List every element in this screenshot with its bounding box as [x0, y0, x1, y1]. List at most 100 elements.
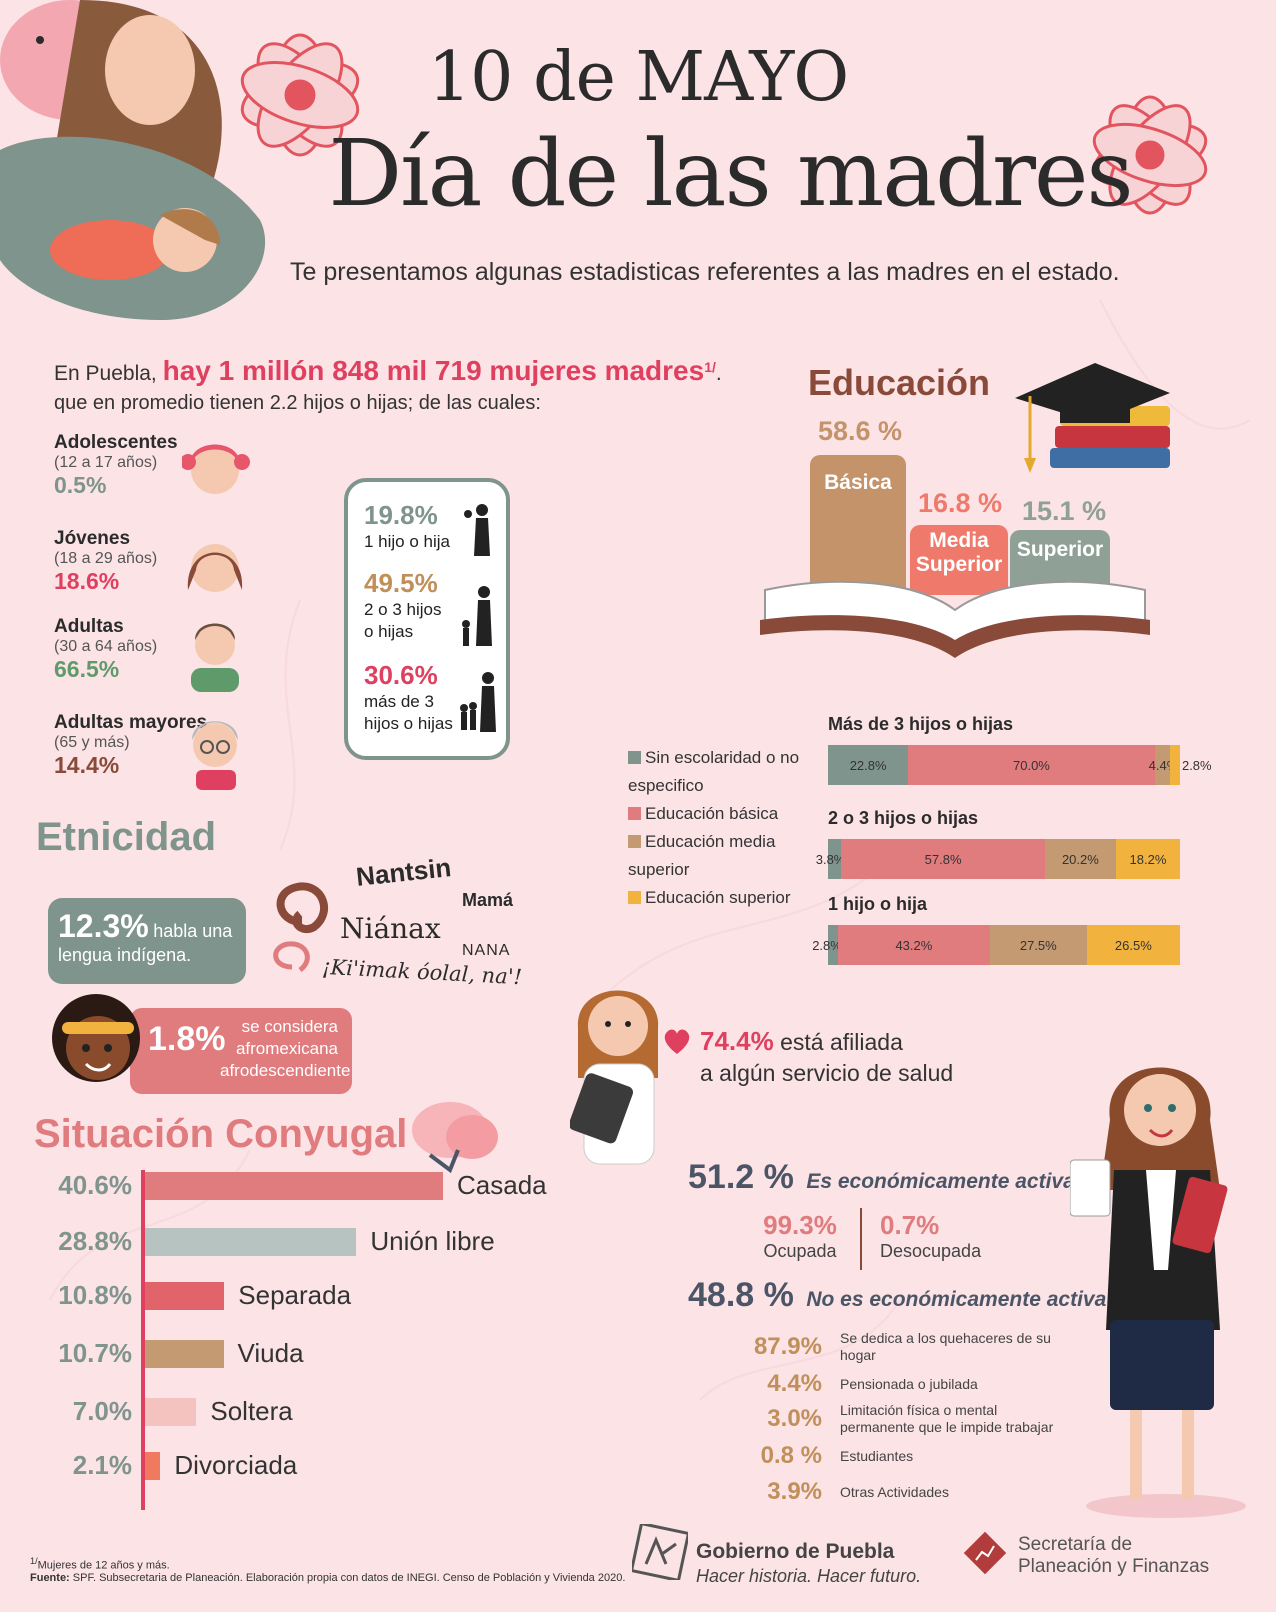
inactive-item-text: Pensionada o jubilada — [840, 1375, 978, 1392]
segment-label: 22.8% — [849, 757, 887, 773]
age-avatars — [182, 444, 250, 790]
family-silhouettes-icon — [460, 504, 496, 732]
marital-pct: 10.8% — [58, 1280, 132, 1310]
word-nianax: Niánax — [340, 912, 441, 945]
health-text2: a algún servicio de salud — [700, 1060, 954, 1086]
edu-breakdown-row: 1 hijo o hija 2.8% 43.2% 27.5% 26.5% — [812, 894, 1180, 965]
indigenous-card: 12.3% habla una lengua indígena. — [48, 898, 246, 984]
marital-label: Soltera — [210, 1396, 293, 1426]
edu-breakdown-title: 2 o 3 hijos o hijas — [828, 808, 979, 828]
economy-active: 51.2 % Es económicamente activa — [688, 1158, 1075, 1197]
stacked-bar-segment: 57.8% — [841, 839, 1045, 879]
afro-woman-avatar-icon — [52, 994, 140, 1082]
segment-label: 70.0% — [1013, 757, 1050, 773]
source-text: SPF. Subsecretaria de Planeación. Elabor… — [72, 1572, 626, 1584]
age-label: Adultas — [54, 616, 124, 637]
marital-bar — [145, 1398, 197, 1426]
age-pct: 18.6% — [54, 568, 120, 594]
gobierno-puebla-logo-icon — [632, 1524, 688, 1580]
marital-bar — [145, 1172, 443, 1200]
age-group-adolescentes: Adolescentes (12 a 17 años) 0.5% — [54, 432, 254, 499]
marital-bar — [145, 1228, 357, 1256]
unemployed-text: Desocupada — [880, 1241, 982, 1261]
heart-icon — [664, 1029, 690, 1054]
girl-avatar-icon — [191, 446, 239, 494]
stacked-bar-segment: 22.8% — [828, 745, 909, 785]
children-item-3: 30.6% más de 3 hijos o hijas — [364, 660, 464, 735]
education-legend: Sin escolaridad o no especifico Educació… — [628, 744, 808, 912]
inactive-item: 3.0% Limitación física o mental permanent… — [752, 1402, 1060, 1436]
gov-slogan: Hacer historia. Hacer futuro. — [696, 1566, 922, 1586]
secretaria-name: Secretaría de Planeación y Finanzas — [1018, 1534, 1209, 1578]
marital-pct: 7.0% — [72, 1396, 132, 1426]
segment-label: 27.5% — [1019, 937, 1057, 953]
legend-item: Educación media superior — [628, 828, 808, 884]
inactive-item-pct: 0.8 % — [760, 1442, 822, 1469]
gov-name: Gobierno de Puebla — [696, 1540, 895, 1563]
education-title: Educación — [808, 362, 991, 403]
edu-pct-media: 16.8 % — [918, 488, 1003, 518]
flower-decoration — [1092, 95, 1208, 215]
employed-text: Ocupada — [763, 1241, 837, 1261]
marital-chart: 40.6% Casada 28.8% Unión libre 10.8% Separada… — [0, 1170, 600, 1510]
stacked-bar: 22.8% 70.0% 4.4% 2.8% — [828, 745, 1212, 785]
afro-text: se considera afromexicana afrodescendien… — [220, 1017, 351, 1080]
stacked-bar-segment: 4.4% — [1149, 745, 1178, 785]
marital-label: Separada — [238, 1280, 352, 1310]
stacked-bar: 2.8% 43.2% 27.5% 26.5% — [812, 925, 1180, 965]
health-pct: 74.4% — [700, 1026, 774, 1056]
age-pct: 0.5% — [54, 472, 107, 498]
stacked-bar-segment: 20.2% — [1044, 839, 1116, 879]
edu-breakdown-row: Más de 3 hijos o hijas 22.8% 70.0% 4.4% 2.8% — [828, 714, 1212, 785]
inactive-text: No es económicamente activa — [806, 1288, 1107, 1311]
segment-label: 2.8% — [812, 937, 842, 953]
legend-swatch — [628, 807, 641, 820]
unemployed-block: 0.7% Desocupada — [880, 1210, 981, 1262]
inactive-item: 87.9% Se dedica a los quehaceres de su ho… — [752, 1330, 1060, 1364]
children-pct: 30.6% — [364, 660, 438, 690]
segment-label: 57.8% — [924, 851, 962, 867]
doctor-woman-illustration — [570, 990, 659, 1165]
marital-label: Viuda — [237, 1338, 304, 1368]
stacked-bar-segment: 18.2% — [1115, 839, 1180, 879]
young-woman-avatar-icon — [191, 544, 239, 592]
inactive-item-text: Limitación física o mental permanente qu… — [840, 1402, 1054, 1435]
segment-label: 43.2% — [895, 937, 933, 953]
edu-breakdown-row: 2 o 3 hijos o hijas 3.8% 57.8% 20.2% 18.2% — [816, 808, 1180, 879]
ethnicity-title: Etnicidad — [36, 815, 217, 859]
flower-decoration — [240, 33, 360, 157]
marital-bar — [145, 1452, 161, 1480]
elder-woman-avatar-icon — [193, 723, 237, 767]
inactive-pct: 48.8 % — [688, 1276, 794, 1314]
employed-block: 99.3% Ocupada — [752, 1210, 848, 1262]
stacked-bar-segment: 26.5% — [1086, 925, 1180, 965]
age-label: Adolescentes — [54, 432, 178, 453]
source-note: Fuente: SPF. Subsecretaria de Planeación… — [30, 1572, 625, 1584]
inactive-item-pct: 3.0% — [767, 1405, 822, 1432]
employed-pct: 99.3% — [763, 1210, 837, 1240]
economy-inactive: 48.8 % No es económicamente activa — [688, 1276, 1106, 1315]
edu-bar-media: Media Superior — [910, 525, 1008, 595]
legend-swatch — [628, 891, 641, 904]
stacked-bar: 3.8% 57.8% 20.2% 18.2% — [816, 839, 1180, 879]
legend-item: Educación superior — [628, 884, 808, 912]
marital-pct: 10.7% — [58, 1338, 132, 1368]
children-item-2: 49.5% 2 o 3 hijos o hijas — [364, 568, 454, 643]
footnote-mark: 1/ — [30, 1556, 38, 1566]
page-title: Día de las madres — [328, 120, 1133, 227]
stacked-bar-segment: 27.5% — [989, 925, 1087, 965]
secretaria-line2: Planeación y Finanzas — [1018, 1556, 1210, 1577]
intro-line2: que en promedio tienen 2.2 hijos o hijas… — [54, 392, 541, 414]
edu-pct-superior: 15.1 % — [1022, 496, 1107, 526]
inactive-item-pct: 87.9% — [753, 1333, 822, 1360]
age-group-jovenes: Jóvenes (18 a 29 años) 18.6% — [54, 528, 254, 595]
word-mama: Mamá — [462, 890, 514, 910]
children-text: más de 3 hijos o hijas — [364, 692, 453, 733]
stacked-bar-segment: 70.0% — [908, 745, 1155, 785]
secretaria-line1: Secretaría de — [1018, 1534, 1133, 1555]
open-book-icon — [760, 580, 1150, 658]
intro-footnote-mark: 1/ — [704, 359, 716, 375]
marital-axis — [141, 1170, 145, 1510]
age-pct: 66.5% — [54, 656, 120, 682]
active-pct: 51.2 % — [688, 1158, 794, 1196]
